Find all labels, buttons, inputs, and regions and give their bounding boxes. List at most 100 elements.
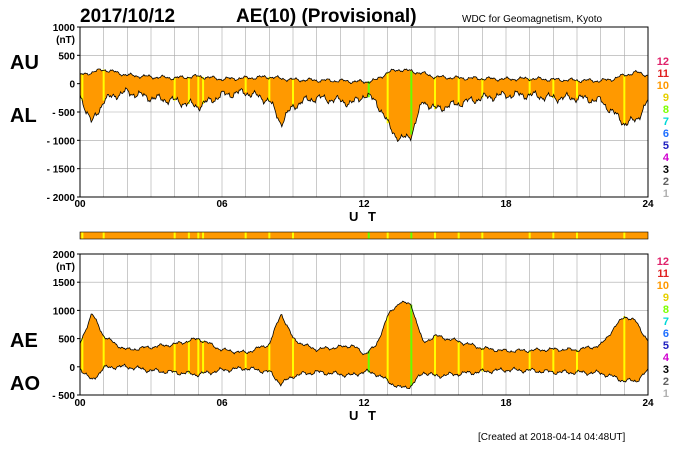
station-stripe	[528, 350, 531, 371]
y-tick-label: 0	[69, 363, 75, 374]
station-bar-tick	[367, 232, 370, 239]
station-bar-tick	[576, 232, 578, 239]
panel-ae-ao: 2000 1500 1000 500 0 - 500 (nT) 00 06 12 18 24 U T AE…	[10, 250, 654, 423]
station-bar-tick	[202, 232, 205, 239]
legend-entry: 11	[657, 68, 669, 80]
x-tick-label: 06	[216, 199, 228, 210]
station-bar-tick	[81, 232, 84, 239]
station-stripe	[202, 340, 205, 374]
legend-entry: 10	[657, 80, 669, 92]
station-stripe	[623, 75, 626, 124]
y-tick-label: 500	[58, 51, 75, 62]
y-tick-label: - 1500	[47, 165, 76, 176]
credit-text: WDC for Geomagnetism, Kyoto	[462, 14, 602, 25]
station-stripe	[173, 78, 176, 101]
legend-entry: 10	[657, 280, 669, 292]
station-stripe	[173, 344, 176, 373]
area-au-al	[80, 69, 648, 142]
date-title: 2017/10/12	[80, 6, 175, 27]
station-bar-tick	[173, 232, 176, 239]
y-tick-label: - 2000	[47, 193, 76, 204]
station-bar-tick	[434, 232, 436, 239]
station-bar-tick	[102, 232, 105, 239]
station-stripe	[552, 349, 555, 373]
series-line-ae	[79, 300, 649, 356]
station-stripe	[268, 76, 271, 101]
station-stripe	[576, 349, 578, 373]
station-bar-tick	[552, 232, 555, 239]
label-ae: AE	[10, 330, 38, 352]
station-stripe	[292, 79, 294, 107]
station-stripe	[187, 340, 190, 374]
legend-entry: 2	[663, 376, 669, 388]
station-stripe	[386, 316, 389, 381]
station-stripe	[623, 316, 626, 381]
y-tick-label: - 500	[52, 108, 75, 119]
legend-entry: 9	[663, 292, 669, 304]
x-tick-label: 12	[358, 398, 370, 409]
station-stripe	[244, 78, 247, 93]
station-stripe	[457, 78, 460, 104]
legend-entry: 11	[657, 268, 669, 280]
panel-au-al: 1000 500 0 - 500 - 1000 - 1500 - 2000 (nT) 00 06 1…	[10, 23, 654, 224]
legend-entry: 9	[663, 92, 669, 104]
y-tick-label: 500	[58, 335, 75, 346]
unit-label: (nT)	[56, 35, 75, 46]
legend-entry: 3	[663, 364, 669, 376]
legend-entry: 3	[663, 164, 669, 176]
station-stripe	[481, 78, 484, 98]
legend-entry: 8	[663, 104, 669, 116]
unit-label: (nT)	[56, 262, 75, 273]
plot-frame	[79, 253, 649, 396]
x-tick-label: 24	[642, 199, 654, 210]
station-stripe	[434, 335, 436, 377]
station-stripe	[244, 352, 247, 369]
y-tick-label: 1000	[53, 23, 76, 34]
legend-entry: 4	[663, 352, 670, 364]
station-stripe	[457, 341, 460, 374]
series-line-ao	[79, 363, 649, 389]
legend-entry: 2	[663, 176, 669, 188]
legend-entry: 8	[663, 304, 669, 316]
label-al: AL	[10, 105, 37, 127]
station-stripe	[528, 78, 531, 95]
station-bar-tick	[457, 232, 460, 239]
x-tick-label: 00	[74, 398, 86, 409]
y-tick-label: - 500	[52, 391, 75, 402]
station-stripe	[197, 338, 200, 375]
series-line-au	[79, 68, 649, 85]
station-bar-tick	[623, 232, 626, 239]
station-stripe	[367, 81, 370, 98]
station-stripe	[102, 69, 105, 101]
station-stripe	[367, 350, 370, 373]
legend-entry: 1	[663, 388, 669, 400]
station-stripe	[386, 72, 389, 124]
legend-entry: 12	[657, 56, 669, 68]
station-stripe	[292, 338, 294, 377]
station-stripe	[434, 76, 436, 110]
legend-entry: 4	[663, 152, 670, 164]
x-axis-label: U T	[349, 209, 379, 224]
station-stripe	[410, 71, 413, 135]
station-bar-tick	[268, 232, 271, 239]
legend-entry: 7	[663, 316, 669, 328]
legend-entry: 1	[663, 188, 669, 200]
station-bar	[79, 231, 649, 240]
y-tick-label: 1000	[53, 306, 76, 317]
y-tick-label: 2000	[53, 250, 76, 261]
chart-panels: 1000 500 0 - 500 - 1000 - 1500 - 2000 (nT) 00 06 1…	[10, 23, 654, 423]
label-au: AU	[10, 52, 39, 74]
area-ae-ao	[80, 301, 648, 389]
station-bar-tick	[197, 232, 200, 239]
station-stripe	[187, 76, 190, 105]
station-bar-tick	[386, 232, 389, 239]
created-text: [Created at 2018-04-14 04:48UT]	[478, 432, 626, 443]
legend-entry: 12	[657, 256, 669, 268]
station-stripe	[481, 348, 484, 372]
x-tick-label: 06	[216, 398, 228, 409]
y-tick-label: 1500	[53, 278, 76, 289]
x-tick-label: 18	[500, 199, 512, 210]
station-stripe	[552, 79, 555, 98]
